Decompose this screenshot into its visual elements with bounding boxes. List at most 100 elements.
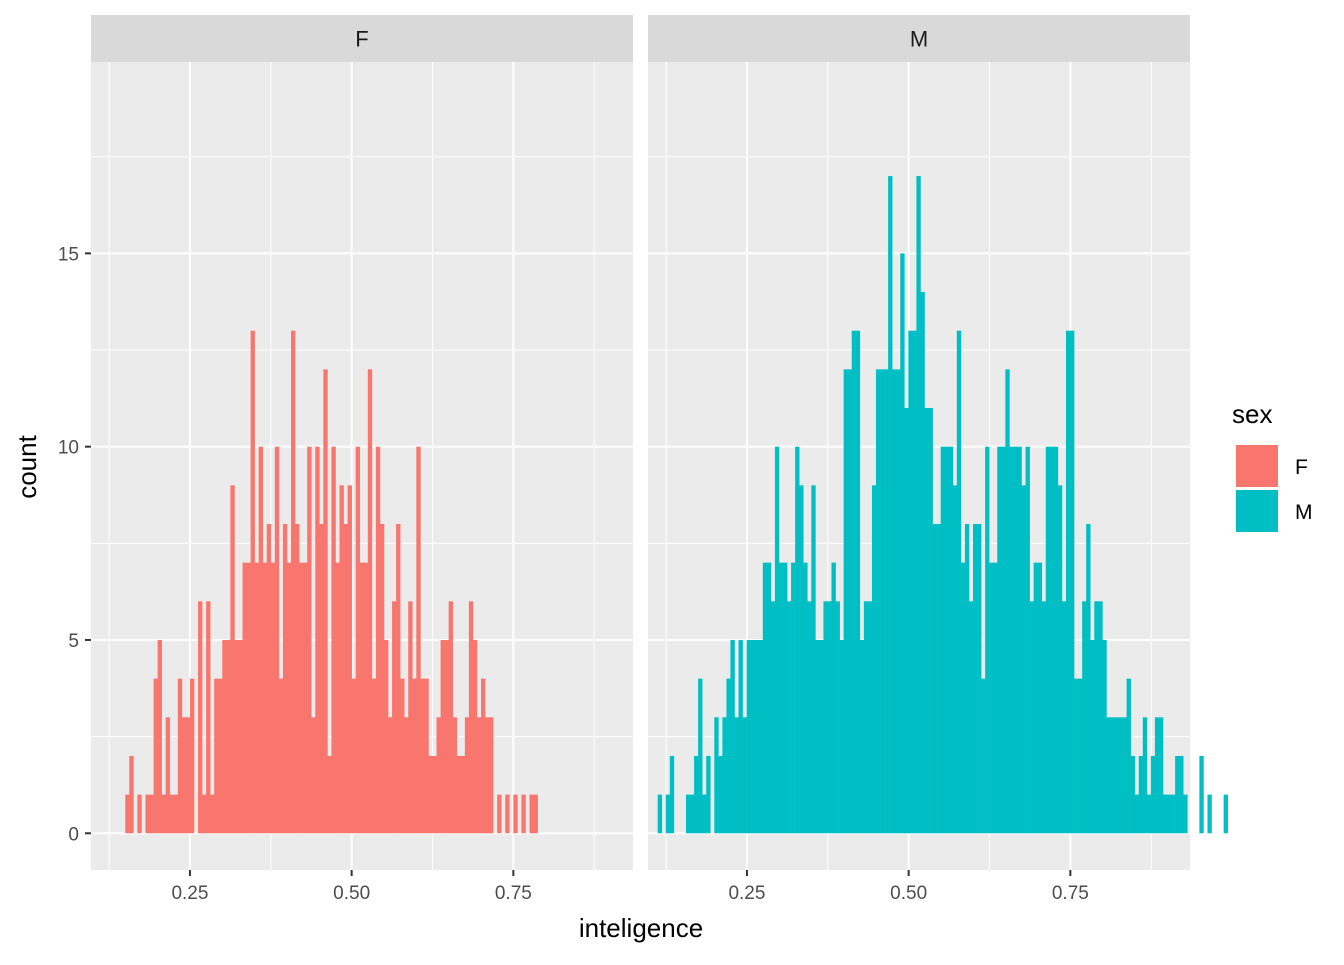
histogram-bar: [900, 253, 905, 834]
histogram-bar: [1013, 446, 1018, 834]
histogram-bar: [529, 794, 534, 834]
histogram-bar: [940, 446, 946, 834]
histogram-bar: [165, 717, 171, 834]
histogram-bar: [1041, 601, 1047, 834]
histogram-bar: [944, 446, 950, 834]
histogram-bar: [1078, 678, 1083, 834]
histogram-bar: [754, 639, 760, 834]
histogram-bar: [758, 639, 764, 834]
histogram-bar: [222, 639, 227, 834]
histogram-bar: [880, 369, 885, 834]
histogram-bar: [1005, 369, 1010, 834]
histogram-bar: [924, 408, 929, 834]
histogram-bar: [989, 562, 994, 834]
histogram-bar: [234, 639, 239, 834]
histogram-bar: [202, 794, 207, 834]
histogram-bar: [762, 562, 768, 834]
histogram-bar: [875, 369, 881, 834]
histogram-bar: [1150, 755, 1156, 834]
histogram-bar: [726, 678, 731, 834]
histogram-bar: [286, 562, 292, 834]
histogram-bar: [327, 755, 332, 834]
histogram-bar: [375, 446, 381, 834]
histogram-bar: [742, 717, 747, 834]
x-tick-label: 0.25: [728, 883, 765, 904]
histogram-bar: [436, 717, 441, 834]
facet-strip-label: M: [910, 27, 928, 52]
histogram-bar: [916, 176, 921, 834]
histogram-bar: [145, 794, 150, 834]
histogram-bar: [835, 601, 840, 834]
histogram-bar: [254, 562, 259, 834]
histogram-bar: [839, 639, 844, 834]
histogram-bar: [282, 523, 288, 834]
histogram-bar: [948, 446, 954, 834]
histogram-bar: [928, 408, 933, 834]
histogram-bar: [1009, 446, 1014, 834]
histogram-bar: [363, 562, 369, 834]
histogram-bar: [347, 485, 352, 834]
histogram-bar: [129, 755, 134, 834]
histogram-bar: [189, 678, 195, 834]
histogram-bar: [400, 678, 405, 834]
histogram-bar: [819, 639, 824, 834]
y-axis: 0 5 10 15: [58, 244, 91, 845]
histogram-bar: [198, 601, 203, 834]
histogram-bar: [960, 562, 966, 834]
histogram-bar: [472, 639, 478, 834]
histogram-bar: [1025, 446, 1030, 834]
histogram-bar: [278, 678, 284, 834]
histogram-bar: [920, 292, 925, 834]
histogram-bar: [214, 678, 219, 834]
histogram-bar: [892, 369, 897, 834]
histogram-bar: [811, 485, 816, 834]
histogram-bar: [238, 639, 243, 834]
histogram-bar: [218, 678, 223, 834]
histogram-bar: [734, 717, 739, 834]
histogram-bar: [291, 330, 296, 834]
histogram-bar: [485, 717, 490, 834]
histogram-bar: [521, 794, 526, 834]
facet-panels: F 0.25 0.50 0.75 M 0.25 0.50 0.75: [91, 15, 1228, 904]
histogram-bar: [1171, 794, 1176, 834]
histogram-bar: [1126, 678, 1131, 834]
histogram-bar: [855, 330, 861, 834]
histogram-bar: [1207, 794, 1212, 834]
histogram-bar: [863, 601, 869, 834]
x-tick-label: 0.25: [171, 883, 208, 904]
histogram-bar: [843, 369, 848, 834]
histogram-bar: [1130, 755, 1136, 834]
histogram-bar: [412, 678, 417, 834]
facet-panel-f: F 0.25 0.50 0.75: [91, 15, 633, 904]
histogram-bar: [1017, 446, 1022, 834]
histogram-bar: [307, 446, 312, 834]
histogram-bar: [258, 446, 264, 834]
histogram-bar: [847, 369, 853, 834]
histogram-bar: [464, 717, 470, 834]
histogram-bar: [262, 562, 268, 834]
histogram-bar: [505, 794, 510, 834]
histogram-bar: [379, 523, 385, 834]
x-axis-title: inteligence: [579, 913, 703, 943]
histogram-bar: [795, 446, 800, 834]
histogram-bar: [383, 639, 389, 834]
histogram-bar: [351, 678, 356, 834]
x-tick-label: 0.50: [333, 883, 370, 904]
histogram-bar: [149, 794, 154, 834]
histogram-bar: [1033, 562, 1038, 834]
histogram-bar: [1086, 523, 1091, 834]
histogram-bar: [432, 755, 437, 834]
histogram-bar: [1223, 794, 1228, 834]
histogram-bar: [1118, 717, 1123, 834]
histogram-bar: [783, 562, 788, 834]
histogram-bar: [932, 523, 937, 834]
histogram-bar: [388, 717, 393, 834]
histogram-bar: [896, 369, 901, 834]
histogram-bar: [1094, 601, 1099, 834]
histogram-bar: [404, 717, 409, 834]
histogram-bar: [476, 717, 482, 834]
histogram-bar: [533, 794, 538, 834]
histogram-bar: [694, 755, 699, 834]
